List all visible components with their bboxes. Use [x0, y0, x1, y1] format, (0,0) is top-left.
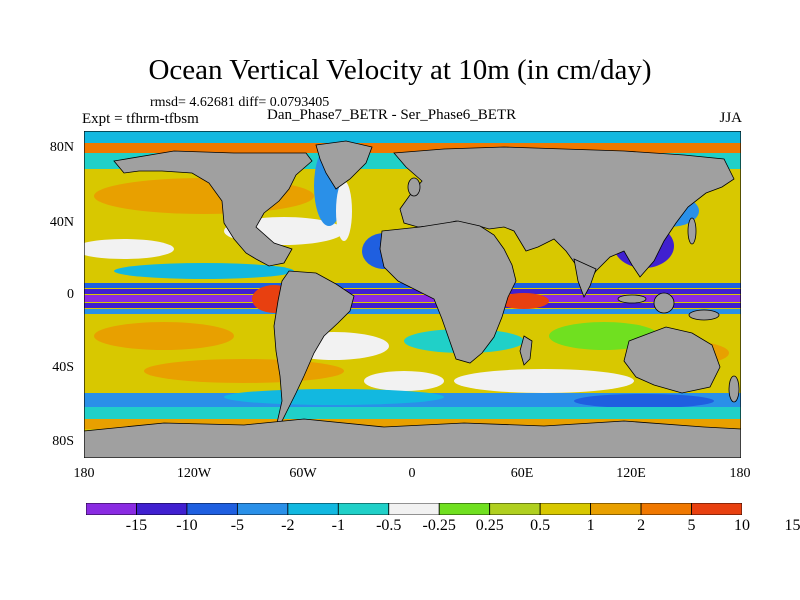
lon-tick-180e: 180 [729, 466, 751, 481]
colorbar-swatch [287, 503, 339, 515]
colorbar-label: 1 [586, 517, 595, 534]
africa-land [379, 220, 517, 364]
lon-tick-120e: 120E [616, 466, 646, 481]
japan-land [687, 217, 697, 245]
colorbar-swatch [337, 503, 390, 515]
new-guinea-land [688, 309, 720, 321]
colorbar-swatch [438, 503, 491, 515]
colorbar-swatch [86, 503, 137, 515]
lon-tick-180w: 180 [73, 466, 95, 481]
lon-tick-0: 0 [408, 466, 416, 481]
comparison-label: Dan_Phase7_BETR - Ser_Phase6_BETR [267, 107, 517, 123]
colorbar-swatch [691, 503, 742, 515]
colorbar-swatch [489, 503, 541, 515]
north-america-land [113, 150, 313, 267]
colorbar-label: -15 [125, 517, 148, 534]
experiment-label: Expt = tfhrm-tfbsm [82, 111, 199, 127]
colorbar-label: -10 [176, 517, 198, 534]
colorbar-swatch [388, 503, 440, 515]
colorbar [86, 503, 742, 515]
map-title: Ocean Vertical Velocity at 10m (in cm/da… [148, 54, 652, 86]
colorbar-label: 0.25 [475, 517, 504, 534]
colorbar-swatch [136, 503, 188, 515]
lat-tick-80s: 80S [52, 434, 74, 449]
colorbar-label: 2 [637, 517, 646, 534]
colorbar-label: -1 [331, 517, 345, 534]
colorbar-swatch [640, 503, 692, 515]
south-america-land [273, 270, 355, 424]
colorbar-label: 15 [784, 517, 800, 534]
colorbar-label: 10 [734, 517, 750, 534]
borneo-land [653, 292, 675, 314]
lon-tick-120w: 120W [176, 466, 212, 481]
new-zealand-land [728, 375, 740, 403]
colorbar-label: 5 [687, 517, 696, 534]
australia-land [623, 326, 721, 394]
colorbar-label: -0.5 [376, 517, 402, 534]
greenland-land [315, 140, 373, 190]
world-map [84, 131, 741, 458]
sumatra-land [617, 294, 647, 304]
lon-tick-60w: 60W [289, 466, 317, 481]
madagascar-land [519, 335, 533, 366]
colorbar-swatch [186, 503, 238, 515]
colorbar-label: -5 [230, 517, 245, 534]
lat-tick-80n: 80N [49, 140, 74, 155]
lon-tick-60e: 60E [510, 466, 534, 481]
land-masses [84, 140, 741, 458]
british-isles-land [407, 177, 421, 197]
lat-tick-40s: 40S [52, 360, 74, 375]
colorbar-label: 0.5 [530, 517, 551, 534]
lat-tick-0: 0 [67, 287, 74, 302]
colorbar-label: -0.25 [422, 517, 456, 534]
colorbar-swatch [590, 503, 642, 515]
rmsd-diff-stats: rmsd= 4.62681 diff= 0.0793405 [150, 95, 330, 110]
colorbar-swatch [539, 503, 592, 515]
colorbar-swatch [236, 503, 289, 515]
lat-tick-40n: 40N [49, 215, 74, 230]
season-label: JJA [719, 110, 742, 126]
colorbar-label: -2 [281, 517, 295, 534]
antarctica-land [84, 418, 741, 458]
indian-subcontinent-land [573, 258, 597, 298]
